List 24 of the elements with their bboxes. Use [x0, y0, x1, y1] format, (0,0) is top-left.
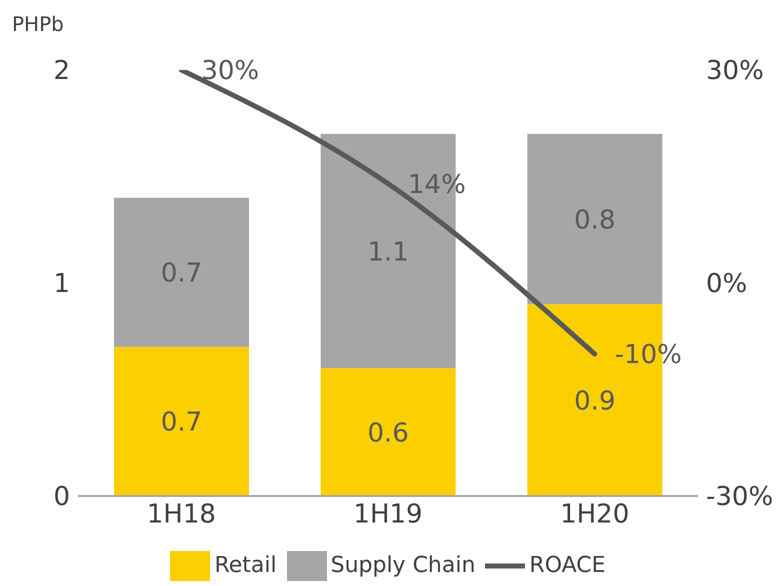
y-tick-label: 1: [53, 269, 70, 300]
legend-label: ROACE: [529, 553, 606, 578]
data-label: 0.9: [574, 386, 616, 416]
data-label: 0.7: [160, 408, 202, 438]
y-tick-label: 0: [53, 482, 70, 512]
data-label: 0.8: [574, 205, 616, 236]
bar: [114, 346, 249, 496]
y2-tick-label: -30%: [706, 482, 774, 512]
data-label: 0.6: [367, 418, 409, 448]
bar: [320, 368, 456, 496]
legend-label: Retail: [214, 553, 277, 578]
bar: [527, 134, 662, 304]
y-axis-title: PHPb: [12, 12, 64, 36]
x-tick-label: 1H20: [560, 499, 630, 530]
data-label: 0.7: [160, 258, 202, 289]
bar: [114, 198, 249, 347]
y-tick-label: 2: [53, 56, 70, 86]
data-label: 30%: [201, 56, 260, 86]
x-tick-label: 1H19: [353, 499, 423, 530]
y2-tick-label: 30%: [706, 56, 764, 86]
x-tick-label: 1H18: [146, 499, 216, 530]
legend-label: Supply Chain: [330, 553, 476, 578]
data-label: 1.1: [367, 237, 409, 268]
y2-tick-label: 0%: [706, 269, 748, 300]
